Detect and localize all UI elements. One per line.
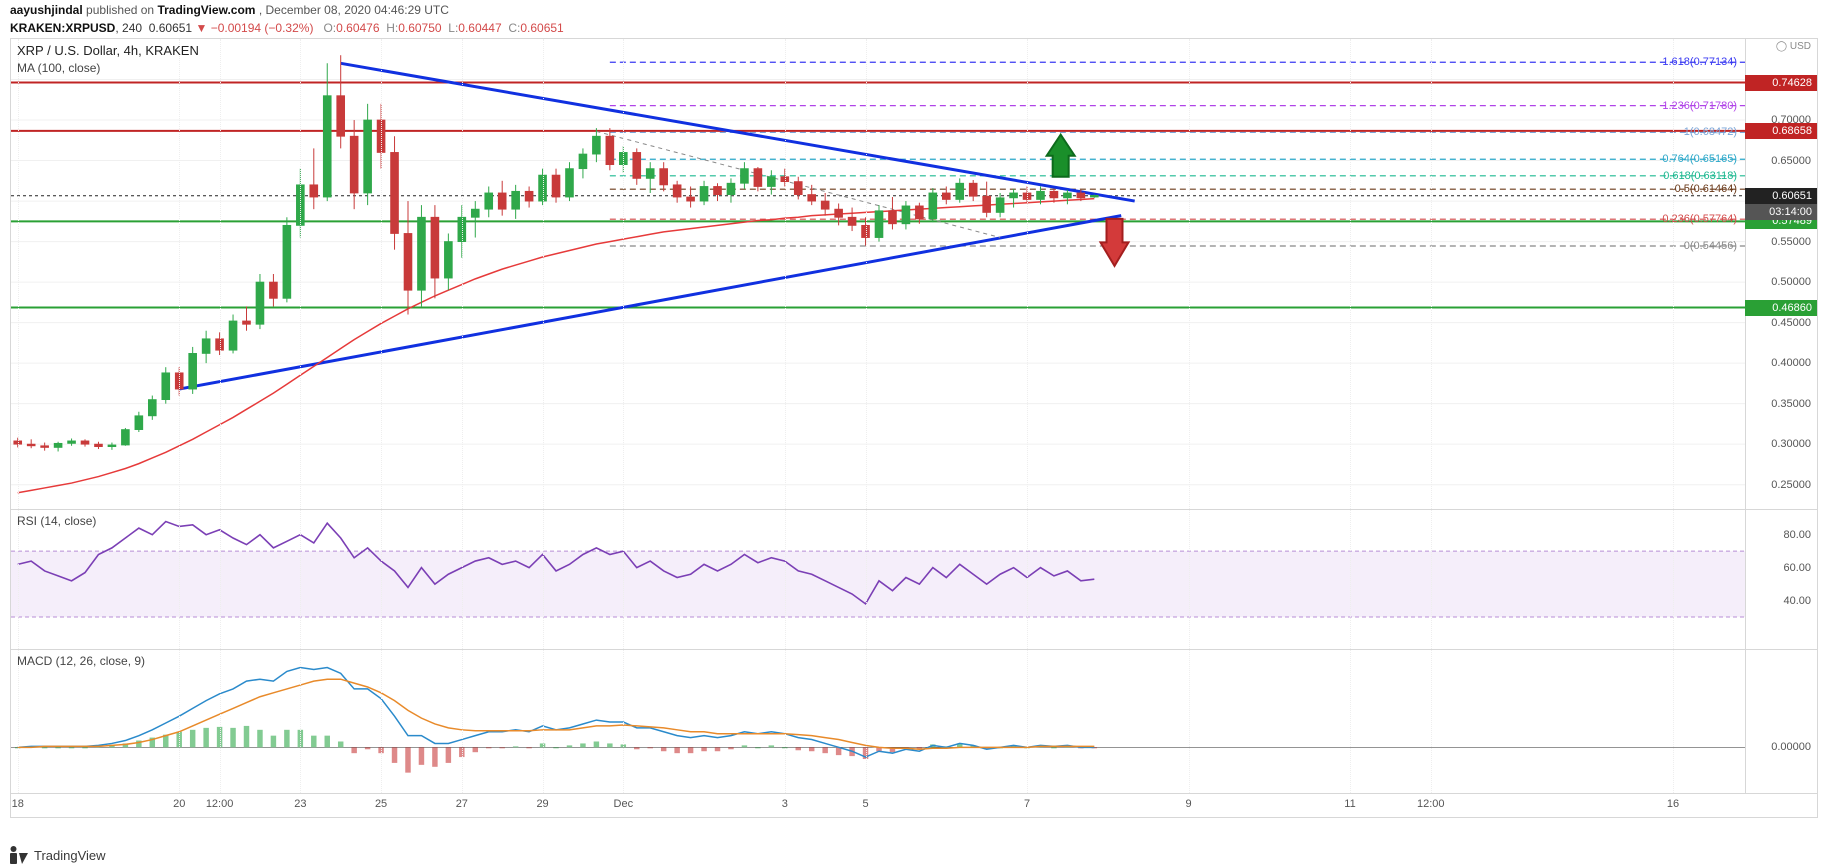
publish-meta: aayushjindal published on TradingView.co… <box>10 3 449 17</box>
macd-pane[interactable]: MACD (12, 26, close, 9) 0.00000 <box>11 649 1817 795</box>
fib-label: 0.5(0.61464) <box>1675 183 1737 195</box>
ticker-info: KRAKEN:XRPUSD, 240 0.60651 ▼ −0.00194 (−… <box>10 21 564 35</box>
axis-tick: 0.45000 <box>1771 317 1811 329</box>
price-marker: 0.46860 <box>1745 300 1817 316</box>
brand-footer: TradingView <box>10 846 106 864</box>
axis-tick: 60.00 <box>1783 562 1811 574</box>
axis-tick: 0.35000 <box>1771 398 1811 410</box>
axis-tick: 80.00 <box>1783 529 1811 541</box>
time-tick: 7 <box>1024 798 1030 810</box>
axis-tick: 0.30000 <box>1771 438 1811 450</box>
time-tick: Dec <box>614 798 634 810</box>
time-tick: 3 <box>782 798 788 810</box>
time-tick: 11 <box>1344 798 1355 810</box>
tradingview-icon <box>10 846 28 864</box>
time-tick: 25 <box>375 798 387 810</box>
rsi-pane[interactable]: RSI (14, close) 40.00 60.00 80.00 <box>11 509 1817 649</box>
axis-tick: 0.55000 <box>1771 236 1811 248</box>
fib-label: 1.618(0.77134) <box>1662 56 1737 68</box>
price-pane[interactable]: XRP / U.S. Dollar, 4h, KRAKEN MA (100, c… <box>11 39 1817 509</box>
time-axis: 18 20 12:00 23 25 27 29 Dec 3 5 7 9 11 12:00 16 <box>11 793 1817 817</box>
time-tick: 12:00 <box>1417 798 1445 810</box>
time-tick: 16 <box>1667 798 1679 810</box>
time-tick: 23 <box>294 798 306 810</box>
time-tick: 20 <box>173 798 185 810</box>
time-tick: 9 <box>1185 798 1191 810</box>
axis-tick: 0.40000 <box>1771 357 1811 369</box>
chart-container: XRP / U.S. Dollar, 4h, KRAKEN MA (100, c… <box>10 38 1818 818</box>
price-marker: 0.60651 <box>1745 188 1817 204</box>
fib-label: 0.618(0.63118) <box>1663 170 1737 182</box>
macd-axis: 0.00000 <box>1745 650 1817 795</box>
rsi-legend: RSI (14, close) <box>17 514 96 528</box>
fib-label: 0(0.54456) <box>1684 240 1737 252</box>
axis-tick: 0.00000 <box>1771 741 1811 753</box>
time-tick: 5 <box>862 798 868 810</box>
axis-tick: 0.65000 <box>1771 155 1811 167</box>
circle-icon: ◯ <box>1776 41 1790 52</box>
time-tick: 29 <box>536 798 548 810</box>
time-tick: 12:00 <box>206 798 234 810</box>
axis-tick: 0.50000 <box>1771 276 1811 288</box>
axis-tick: 0.25000 <box>1771 479 1811 491</box>
fib-label: 1(0.68472) <box>1684 126 1737 138</box>
countdown-marker: 03:14:00 <box>1745 204 1817 220</box>
pane-title: XRP / U.S. Dollar, 4h, KRAKEN <box>17 43 199 58</box>
rsi-axis: 40.00 60.00 80.00 <box>1745 510 1817 649</box>
axis-tick: 40.00 <box>1783 595 1811 607</box>
fib-label: 0.236(0.57764) <box>1662 213 1737 225</box>
time-tick: 27 <box>456 798 468 810</box>
price-marker: 0.74628 <box>1745 75 1817 91</box>
fib-label: 1.236(0.71780) <box>1662 100 1737 112</box>
macd-legend: MACD (12, 26, close, 9) <box>17 654 145 668</box>
ma-legend: MA (100, close) <box>17 61 100 75</box>
fib-label: 0.764(0.65165) <box>1662 153 1737 165</box>
price-axis: ◯ USD 0.25000 0.30000 0.35000 0.40000 0.4500… <box>1745 39 1817 509</box>
time-tick: 18 <box>12 798 24 810</box>
axis-unit: ◯ USD <box>1776 41 1811 52</box>
price-marker: 0.68658 <box>1745 123 1817 139</box>
